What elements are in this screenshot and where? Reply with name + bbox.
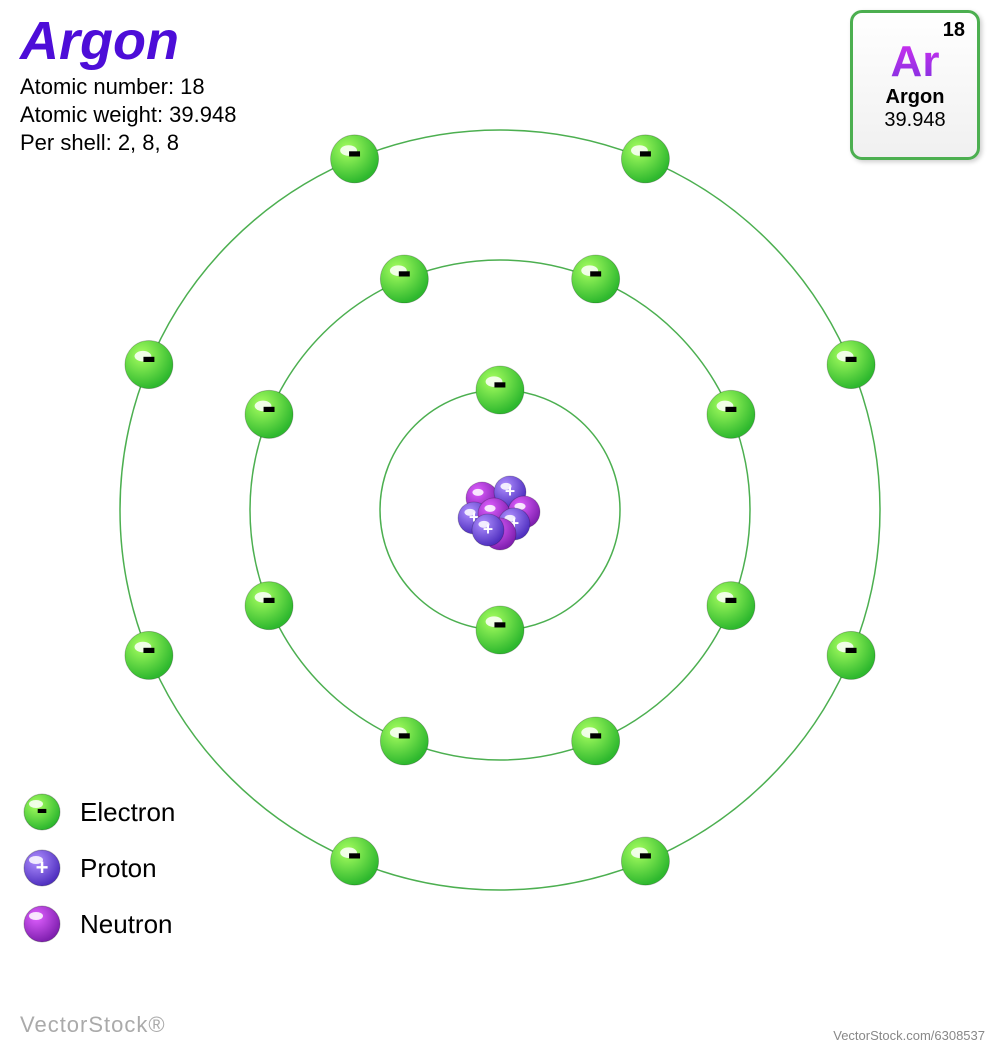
svg-text:-: - [36, 790, 47, 828]
legend-label: Electron [80, 797, 175, 828]
electron-icon: - [20, 790, 64, 834]
electron: - [125, 333, 173, 389]
svg-text:+: + [483, 519, 493, 539]
electron: - [707, 574, 755, 630]
proton: + [472, 514, 504, 546]
svg-text:-: - [724, 574, 738, 622]
watermark: VectorStock® [20, 1012, 166, 1038]
svg-text:-: - [588, 247, 602, 295]
svg-text:-: - [638, 127, 652, 175]
electron: - [245, 382, 293, 438]
svg-text:-: - [262, 574, 276, 622]
svg-text:-: - [347, 127, 361, 175]
card-symbol: Ar [859, 40, 971, 84]
electron: - [380, 709, 428, 765]
svg-text:+: + [36, 855, 49, 880]
proton-icon: + [20, 846, 64, 890]
electron: - [572, 247, 620, 303]
electron: - [827, 333, 875, 389]
electron: - [380, 247, 428, 303]
electron: - [621, 829, 669, 885]
legend-row-electron: - Electron [20, 790, 175, 834]
svg-text:-: - [493, 358, 507, 406]
neutron-icon [20, 902, 64, 946]
svg-text:-: - [397, 709, 411, 757]
electron: - [572, 709, 620, 765]
svg-text:-: - [262, 382, 276, 430]
legend-row-neutron: Neutron [20, 902, 175, 946]
svg-text:+: + [505, 481, 515, 501]
image-id: VectorStock.com/6308537 [833, 1028, 985, 1043]
electron: - [331, 829, 379, 885]
legend-label: Neutron [80, 909, 173, 940]
electron: - [827, 623, 875, 679]
svg-text:-: - [493, 598, 507, 646]
legend-row-proton: + Proton [20, 846, 175, 890]
electron: - [125, 623, 173, 679]
svg-text:-: - [638, 829, 652, 877]
svg-text:-: - [724, 382, 738, 430]
electron: - [476, 598, 524, 654]
svg-text:-: - [397, 247, 411, 295]
electron: - [707, 382, 755, 438]
svg-text:-: - [142, 623, 156, 671]
legend: - Electron + Proton Neutron [20, 790, 175, 958]
svg-text:-: - [844, 623, 858, 671]
electron: - [331, 127, 379, 183]
atom-diagram: ------------------++++ [0, 90, 1000, 910]
svg-text:-: - [142, 333, 156, 381]
legend-label: Proton [80, 853, 157, 884]
electron: - [245, 574, 293, 630]
svg-text:-: - [347, 829, 361, 877]
element-title: Argon [20, 10, 236, 72]
electron: - [621, 127, 669, 183]
svg-text:-: - [588, 709, 602, 757]
svg-text:-: - [844, 333, 858, 381]
electron: - [476, 358, 524, 414]
